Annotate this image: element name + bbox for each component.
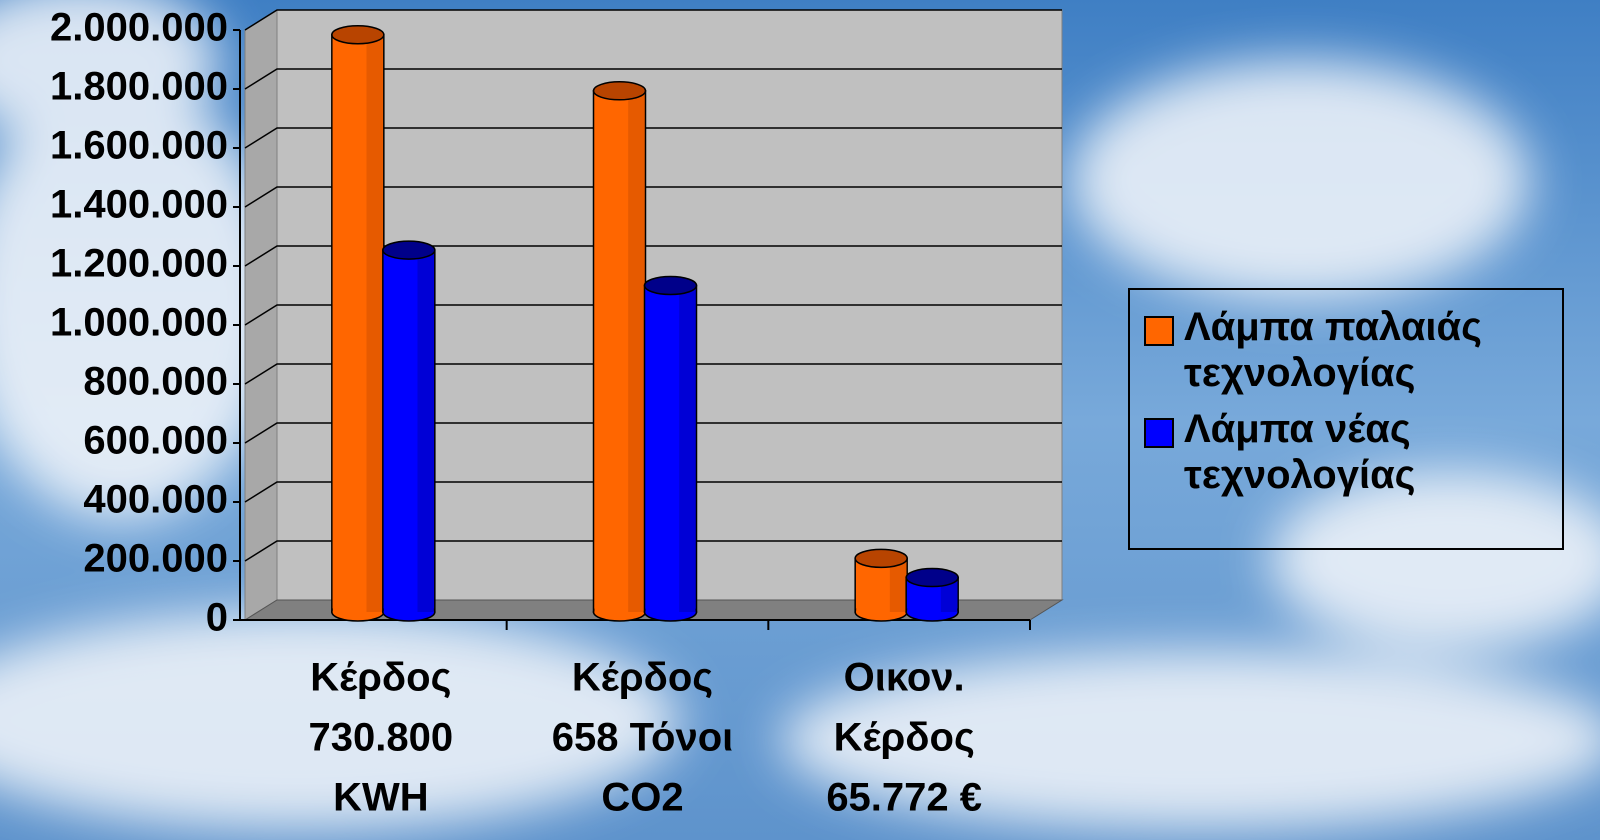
cylinder bbox=[906, 569, 958, 621]
bar-shade bbox=[679, 286, 695, 613]
y-tick-label: 1.200.000 bbox=[50, 242, 228, 286]
x-tick-label: Κέρδος bbox=[572, 656, 713, 700]
y-tick-label: 0 bbox=[206, 596, 228, 640]
y-tick-label: 200.000 bbox=[83, 537, 228, 581]
x-tick-label: KWH bbox=[333, 776, 429, 820]
page: 0 200.000 400.000 600.000 800.000 1.000.000 1.… bbox=[0, 0, 1600, 840]
x-tick-label: 730.800 bbox=[309, 716, 454, 760]
y-tick-label: 1.800.000 bbox=[50, 65, 228, 109]
legend-item: Λάμπα παλαιάς τεχνολογίας bbox=[1144, 304, 1552, 396]
cylinder bbox=[645, 277, 697, 622]
bar-top bbox=[332, 26, 384, 44]
y-tick-label: 1.600.000 bbox=[50, 124, 228, 168]
bar-top bbox=[594, 82, 646, 100]
bar-top bbox=[383, 241, 435, 259]
bar-top bbox=[645, 277, 697, 295]
y-tick-label: 2.000.000 bbox=[50, 6, 228, 50]
legend-swatch bbox=[1144, 418, 1174, 448]
bar-top bbox=[906, 569, 958, 587]
cylinder bbox=[855, 549, 907, 621]
legend-label: Λάμπα παλαιάς τεχνολογίας bbox=[1184, 304, 1552, 396]
x-tick-label: Οικον. bbox=[844, 656, 965, 700]
x-tick-label: 65.772 € bbox=[826, 776, 982, 820]
legend-item: Λάμπα νέας τεχνολογίας bbox=[1144, 406, 1552, 498]
legend-label: Λάμπα νέας τεχνολογίας bbox=[1184, 406, 1552, 498]
y-tick-label: 600.000 bbox=[83, 419, 228, 463]
x-tick-label: 658 Τόνοι bbox=[552, 716, 734, 760]
bar-shade bbox=[367, 35, 383, 612]
y-tick-label: 1.000.000 bbox=[50, 301, 228, 345]
bar-top bbox=[855, 549, 907, 567]
y-tick-label: 400.000 bbox=[83, 478, 228, 522]
x-tick-label: Κέρδος bbox=[310, 656, 451, 700]
y-tick-label: 1.400.000 bbox=[50, 183, 228, 227]
x-tick-label: Κέρδος bbox=[834, 716, 975, 760]
bar-shade bbox=[418, 250, 434, 612]
cylinder bbox=[594, 82, 646, 621]
x-tick-label: CO2 bbox=[601, 776, 683, 820]
legend-swatch bbox=[1144, 316, 1174, 346]
cylinder bbox=[383, 241, 435, 621]
legend: Λάμπα παλαιάς τεχνολογίας Λάμπα νέας τεχν… bbox=[1128, 288, 1564, 550]
cylinder bbox=[332, 26, 384, 621]
y-tick-label: 800.000 bbox=[83, 360, 228, 404]
bar-shade bbox=[628, 91, 644, 612]
